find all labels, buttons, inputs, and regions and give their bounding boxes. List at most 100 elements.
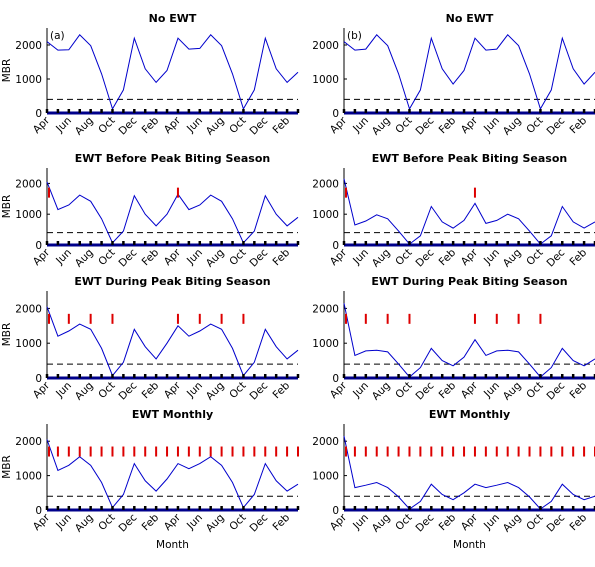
chart-1-xtick-label-1: Jun [53,115,74,136]
chart-4-xtick-label-8: Aug [501,247,524,270]
chart-4-ytick-label-0: 0 [332,240,339,252]
chart-1-xtick-label-0: Apr [31,114,53,136]
chart-3-series-line [46,181,299,244]
chart-6-xtick-label-5: Feb [437,379,459,401]
chart-8-xlabel: Month [453,539,486,551]
chart-3-xtick-label-3: Oct [96,247,117,268]
chart-1-xtick-label-6: Apr [162,114,184,136]
chart-8-xtick-label-7: Jun [481,512,502,533]
chart-7-xtick-label-8: Aug [204,512,227,535]
chart-1-ytick-label-1: 1000 [15,74,42,86]
chart-2-xtick-label-6: Apr [459,114,481,136]
chart-6-xtick-label-9: Oct [524,380,545,401]
chart-1-xtick-label-3: Oct [96,115,117,136]
chart-4-xtick-label-6: Apr [459,246,481,268]
chart-1-xtick-label-7: Jun [184,115,205,136]
chart-6-xtick-label-6: Apr [459,379,481,401]
chart-4-xtick-label-0: Apr [328,246,350,268]
chart-6-xtick-label-11: Feb [568,379,590,401]
chart-3-xtick-label-4: Dec [117,246,140,269]
chart-2-xtick-label-4: Dec [414,114,437,137]
chart-2-xtick-label-11: Feb [568,114,590,136]
chart-7-xtick-label-4: Dec [117,511,140,534]
chart-8-xtick-label-8: Aug [501,512,524,535]
chart-1-xtick-label-5: Feb [140,114,162,136]
chart-3-title: EWT Before Peak Biting Season [75,152,270,165]
chart-8-xtick-label-9: Oct [524,512,545,533]
chart-7-series-line [46,439,299,509]
chart-1-xtick-label-2: Aug [73,115,96,138]
chart-1-xtick-label-11: Feb [271,114,293,136]
chart-4-ytick-label-1: 1000 [312,209,339,221]
chart-8-ytick-label-0: 0 [332,505,339,517]
chart-4-title: EWT Before Peak Biting Season [372,152,567,165]
chart-1-xtick-label-8: Aug [204,115,227,138]
chart-3-xtick-label-11: Feb [271,246,293,268]
chart-5-xtick-label-9: Oct [227,380,248,401]
chart-7-ytick-label-2: 2000 [15,436,42,448]
chart-2-panel-label: (b) [347,30,362,42]
chart-2-ytick-label-0: 0 [332,108,339,120]
chart-2-xtick-label-1: Jun [350,115,371,136]
chart-7-xlabel: Month [156,539,189,551]
chart-6-xtick-label-7: Jun [481,380,502,401]
chart-8-xtick-label-11: Feb [568,511,590,533]
chart-2-xtick-label-10: Dec [545,114,568,137]
chart-1-ytick-label-2: 2000 [15,40,42,52]
chart-4-ytick-label-2: 2000 [312,178,339,190]
chart-4-xtick-label-7: Jun [481,247,502,268]
chart-5-xtick-label-11: Feb [271,379,293,401]
chart-5-xtick-label-8: Aug [204,380,227,403]
chart-3-xtick-label-0: Apr [31,246,53,268]
chart-2-xtick-label-9: Oct [524,115,545,136]
chart-8-xtick-label-1: Jun [350,512,371,533]
chart-2-xtick-label-2: Aug [370,115,393,138]
chart-8-ytick-label-1: 1000 [312,471,339,483]
chart-6-xtick-label-1: Jun [350,380,371,401]
chart-5-xtick-label-2: Aug [73,380,96,403]
chart-2-xtick-label-5: Feb [437,114,459,136]
chart-5-ytick-label-2: 2000 [15,303,42,315]
chart-3-xtick-label-9: Oct [227,247,248,268]
chart-5-title: EWT During Peak Biting Season [74,275,270,288]
chart-8-xtick-label-4: Dec [414,511,437,534]
chart-2-title: No EWT [446,12,494,25]
chart-2-xtick-label-7: Jun [481,115,502,136]
chart-3-ytick-label-0: 0 [35,240,42,252]
chart-6-title: EWT During Peak Biting Season [371,275,567,288]
chart-4-xtick-label-4: Dec [414,246,437,269]
chart-8-xtick-label-0: Apr [328,511,350,533]
chart-7-xtick-label-6: Apr [162,511,184,533]
chart-6-ytick-label-1: 1000 [312,338,339,350]
chart-8-xtick-label-2: Aug [370,512,393,535]
chart-1-ytick-label-0: 0 [35,108,42,120]
chart-7-xtick-label-0: Apr [31,511,53,533]
chart-7-ylabel: MBR [1,455,13,479]
chart-2-ytick-label-1: 1000 [312,74,339,86]
chart-5-ytick-label-1: 1000 [15,338,42,350]
chart-6-xtick-label-8: Aug [501,380,524,403]
chart-2-series-line [343,34,595,111]
chart-7-xtick-label-10: Dec [248,511,271,534]
chart-4-xtick-label-3: Oct [393,247,414,268]
chart-4-xtick-label-9: Oct [524,247,545,268]
chart-7-title: EWT Monthly [132,408,213,421]
chart-4-xtick-label-5: Feb [437,246,459,268]
chart-1-xtick-label-9: Oct [227,115,248,136]
chart-3-xtick-label-6: Apr [162,246,184,268]
chart-6-xtick-label-2: Aug [370,380,393,403]
chart-7-xtick-label-9: Oct [227,512,248,533]
chart-3-ytick-label-1: 1000 [15,209,42,221]
chart-3-xtick-label-5: Feb [140,246,162,268]
chart-7-xtick-label-11: Feb [271,511,293,533]
chart-7-xtick-label-7: Jun [184,512,205,533]
chart-8-xtick-label-6: Apr [459,511,481,533]
chart-6-ytick-label-2: 2000 [312,303,339,315]
chart-8-ytick-label-2: 2000 [312,436,339,448]
chart-2-xtick-label-0: Apr [328,114,350,136]
chart-7-xtick-label-2: Aug [73,512,96,535]
chart-3-xtick-label-1: Jun [53,247,74,268]
chart-3-xtick-label-7: Jun [184,247,205,268]
chart-6-xtick-label-10: Dec [545,379,568,402]
chart-5-xtick-label-5: Feb [140,379,162,401]
